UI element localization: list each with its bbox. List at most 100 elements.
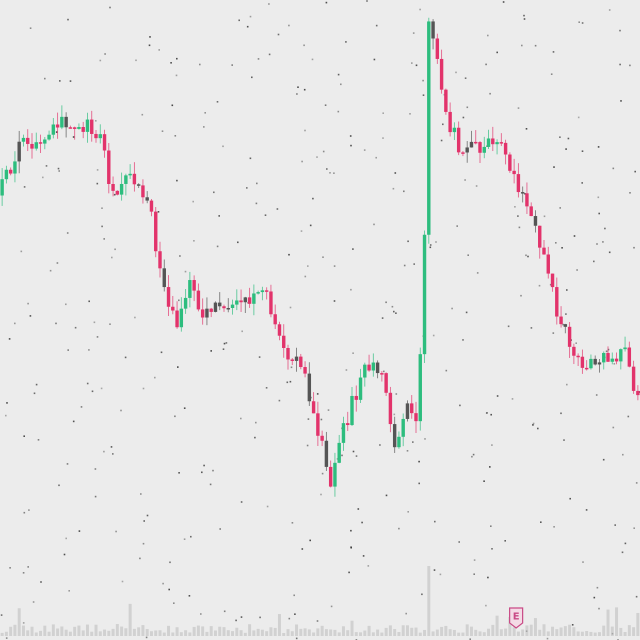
- candle[interactable]: [294, 347, 299, 372]
- candle[interactable]: [414, 401, 418, 434]
- candle[interactable]: [13, 151, 17, 183]
- candle[interactable]: [597, 358, 602, 373]
- candle[interactable]: [499, 133, 504, 147]
- candle[interactable]: [623, 336, 627, 352]
- candle[interactable]: [375, 360, 380, 379]
- candle[interactable]: [154, 207, 158, 258]
- candle[interactable]: [205, 297, 209, 326]
- candle[interactable]: [576, 353, 580, 366]
- candle[interactable]: [346, 411, 350, 431]
- candle[interactable]: [183, 289, 188, 314]
- candle[interactable]: [371, 353, 376, 377]
- candle[interactable]: [77, 123, 81, 130]
- candle[interactable]: [550, 273, 555, 292]
- candle[interactable]: [474, 130, 478, 145]
- candle[interactable]: [132, 162, 137, 192]
- candle[interactable]: [363, 362, 367, 387]
- candle[interactable]: [316, 401, 320, 447]
- candle[interactable]: [85, 112, 90, 143]
- candle[interactable]: [559, 306, 563, 328]
- candle[interactable]: [21, 134, 26, 147]
- candle[interactable]: [358, 368, 363, 404]
- candle[interactable]: [431, 19, 435, 50]
- candle[interactable]: [307, 362, 312, 406]
- candle[interactable]: [469, 130, 474, 148]
- candle[interactable]: [388, 386, 393, 433]
- candle[interactable]: [422, 230, 427, 363]
- candle[interactable]: [392, 416, 397, 453]
- candle[interactable]: [158, 241, 162, 278]
- candle[interactable]: [418, 347, 422, 431]
- candle[interactable]: [17, 130, 21, 174]
- candle[interactable]: [239, 289, 243, 312]
- candle[interactable]: [51, 118, 56, 139]
- candle[interactable]: [175, 301, 179, 329]
- candle[interactable]: [200, 298, 205, 325]
- candle[interactable]: [4, 165, 9, 184]
- candle[interactable]: [8, 167, 13, 176]
- candle[interactable]: [34, 132, 38, 151]
- candle[interactable]: [610, 352, 614, 365]
- candle[interactable]: [286, 344, 290, 370]
- candle[interactable]: [243, 296, 248, 313]
- candle[interactable]: [119, 172, 124, 201]
- candle[interactable]: [486, 129, 491, 150]
- candle[interactable]: [162, 259, 166, 292]
- candle[interactable]: [90, 110, 94, 142]
- candle[interactable]: [141, 179, 145, 204]
- candle[interactable]: [380, 371, 384, 382]
- candle[interactable]: [482, 136, 486, 159]
- candle[interactable]: [555, 277, 559, 325]
- candle[interactable]: [333, 452, 337, 497]
- candle[interactable]: [525, 182, 529, 214]
- candle[interactable]: [252, 284, 256, 316]
- candle[interactable]: [107, 143, 111, 194]
- candle[interactable]: [520, 186, 525, 203]
- candle[interactable]: [405, 400, 410, 422]
- candle[interactable]: [580, 349, 585, 374]
- candle[interactable]: [491, 126, 495, 152]
- candle[interactable]: [124, 173, 128, 196]
- candle[interactable]: [584, 360, 589, 371]
- candle[interactable]: [247, 287, 252, 308]
- candle[interactable]: [320, 430, 324, 447]
- candle[interactable]: [478, 141, 482, 163]
- candle[interactable]: [273, 304, 277, 330]
- candle[interactable]: [341, 416, 346, 451]
- candle[interactable]: [68, 125, 73, 129]
- candle[interactable]: [567, 322, 572, 358]
- candle[interactable]: [282, 324, 286, 358]
- candle[interactable]: [179, 297, 184, 332]
- candle[interactable]: [631, 360, 636, 394]
- candle[interactable]: [256, 290, 260, 295]
- candle[interactable]: [213, 301, 218, 313]
- candle[interactable]: [269, 284, 273, 318]
- candle[interactable]: [222, 304, 226, 312]
- candle[interactable]: [636, 385, 640, 401]
- candle[interactable]: [538, 225, 542, 259]
- candle[interactable]: [166, 275, 171, 316]
- candle[interactable]: [111, 176, 115, 197]
- candle[interactable]: [26, 129, 30, 152]
- candle[interactable]: [30, 133, 34, 159]
- candle[interactable]: [72, 126, 77, 140]
- candle[interactable]: [619, 348, 623, 370]
- candle[interactable]: [64, 112, 68, 138]
- candle[interactable]: [465, 141, 469, 163]
- candle[interactable]: [456, 121, 461, 156]
- candle[interactable]: [290, 357, 294, 366]
- candle[interactable]: [171, 295, 175, 315]
- candle[interactable]: [209, 307, 213, 318]
- candle[interactable]: [38, 134, 43, 154]
- candle[interactable]: [0, 168, 4, 206]
- candle[interactable]: [260, 286, 265, 301]
- candle[interactable]: [311, 392, 316, 414]
- candle[interactable]: [115, 190, 120, 196]
- candle[interactable]: [627, 341, 632, 368]
- candle[interactable]: [461, 150, 465, 157]
- candle[interactable]: [277, 321, 282, 341]
- candle[interactable]: [614, 352, 619, 365]
- candle[interactable]: [503, 139, 508, 165]
- candle[interactable]: [47, 130, 51, 141]
